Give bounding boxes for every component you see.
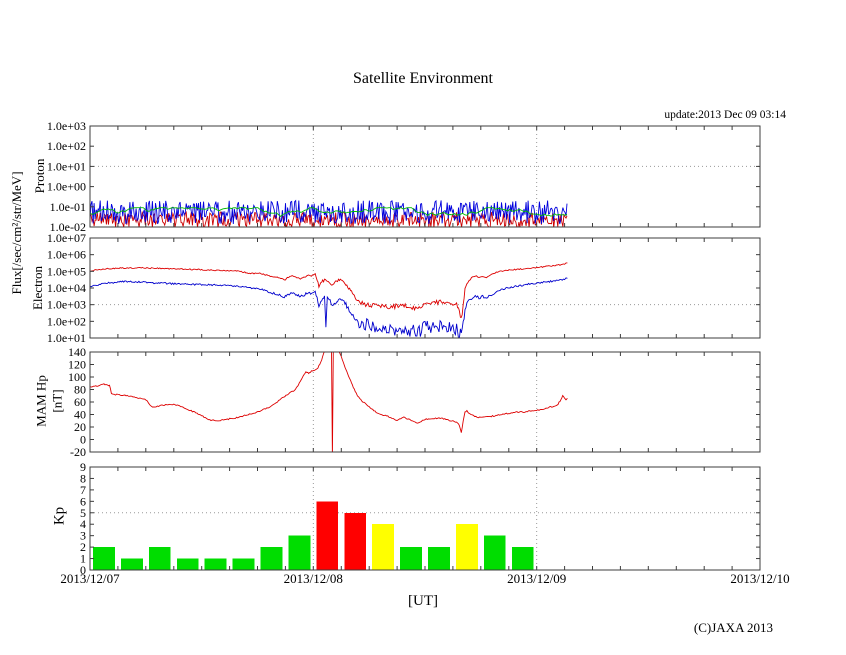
ytick-label: 100 xyxy=(68,370,86,384)
ytick-label: 1.0e+00 xyxy=(47,180,86,194)
ytick-label: 60 xyxy=(74,395,86,409)
ytick-label: 0 xyxy=(80,433,86,447)
ytick-label: 1.0e-02 xyxy=(50,220,86,234)
ytick-label: 1.0e+02 xyxy=(47,139,86,153)
xtick-label: 2013/12/07 xyxy=(60,571,120,586)
ytick-label: 40 xyxy=(74,408,86,422)
ytick-label: 1.0e+04 xyxy=(47,281,86,295)
xtick-label: 2013/12/09 xyxy=(507,571,566,586)
ytick-label: 1.0e+07 xyxy=(47,231,86,245)
page-title: Satellite Environment xyxy=(353,70,493,87)
ytick-label: 8 xyxy=(80,471,86,485)
x-axis-unit-label: [UT] xyxy=(408,593,438,609)
ytick-label: 1.0e-01 xyxy=(50,200,86,214)
kp-axis-label: Kp xyxy=(51,506,68,526)
ytick-label: 1.0e+02 xyxy=(47,314,86,328)
ytick-label: 1.0e+06 xyxy=(47,248,86,262)
ytick-label: 1.0e+01 xyxy=(47,331,86,345)
ytick-label: 2 xyxy=(80,540,86,554)
flux-axis-label: Flux[/sec/cm²/str/MeV] xyxy=(9,171,24,295)
ytick-label: 80 xyxy=(74,383,86,397)
xtick-label: 2013/12/08 xyxy=(284,571,343,586)
ytick-label: 5 xyxy=(80,506,86,520)
ytick-label: 3 xyxy=(80,529,86,543)
mam-axis-label-line1: MAM Hp xyxy=(33,375,49,427)
ytick-label: 4 xyxy=(80,517,86,531)
mam-axis-label-line2: [nT] xyxy=(49,389,64,413)
ytick-label: 120 xyxy=(68,358,86,372)
ytick-label: 1.0e+03 xyxy=(47,119,86,133)
ytick-label: 7 xyxy=(80,483,86,497)
electron-axis-label: Electron xyxy=(30,265,45,311)
ytick-label: 140 xyxy=(68,345,86,359)
mam-axis-label: MAM Hp [nT] xyxy=(33,375,64,427)
ytick-label: 6 xyxy=(80,494,86,508)
ytick-label: -20 xyxy=(70,445,86,459)
proton-axis-label: Proton xyxy=(32,158,47,194)
update-timestamp: update:2013 Dec 09 03:14 xyxy=(664,109,786,121)
copyright-notice: (C)JAXA 2013 xyxy=(693,620,773,635)
ytick-label: 1.0e+05 xyxy=(47,264,86,278)
xtick-label: 2013/12/10 xyxy=(730,571,789,586)
ytick-label: 1.0e+03 xyxy=(47,298,86,312)
ytick-label: 9 xyxy=(80,460,86,474)
ytick-label: 1.0e+01 xyxy=(47,159,86,173)
ytick-label: 1 xyxy=(80,552,86,566)
ytick-label: 0 xyxy=(80,563,86,577)
ytick-label: 20 xyxy=(74,420,86,434)
